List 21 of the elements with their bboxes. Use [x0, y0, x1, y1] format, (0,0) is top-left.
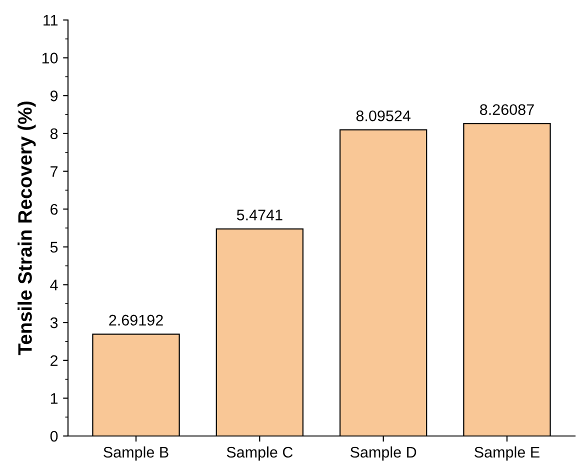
- y-tick-label: 2: [50, 355, 58, 366]
- y-tick-label: 3: [50, 317, 58, 328]
- y-tick-label: 8: [50, 128, 58, 140]
- y-axis-title: Tensile Strain Recovery (%): [18, 102, 36, 356]
- y-tick-label: 1: [50, 393, 58, 404]
- y-tick-label: 5: [50, 242, 58, 253]
- data-label: 8.26087: [480, 104, 534, 116]
- y-tick-label: 4: [50, 280, 58, 290]
- x-tick-label: Sample D: [350, 446, 416, 461]
- y-tick-label: 7: [50, 166, 58, 177]
- x-tick-label: Sample E: [474, 446, 540, 461]
- x-tick-label: Sample C: [226, 446, 293, 461]
- y-tick-label: 10: [42, 52, 58, 64]
- y-tick-label: 11: [44, 15, 58, 26]
- y-tick-label: 0: [50, 430, 58, 442]
- x-tick-label: Sample B: [104, 446, 168, 461]
- data-label: 8.09524: [356, 110, 410, 122]
- data-label: 5.4741: [236, 210, 282, 220]
- y-tick-label: 9: [50, 90, 58, 102]
- data-label: 2.69192: [109, 314, 163, 326]
- y-tick-label: 6: [50, 204, 58, 215]
